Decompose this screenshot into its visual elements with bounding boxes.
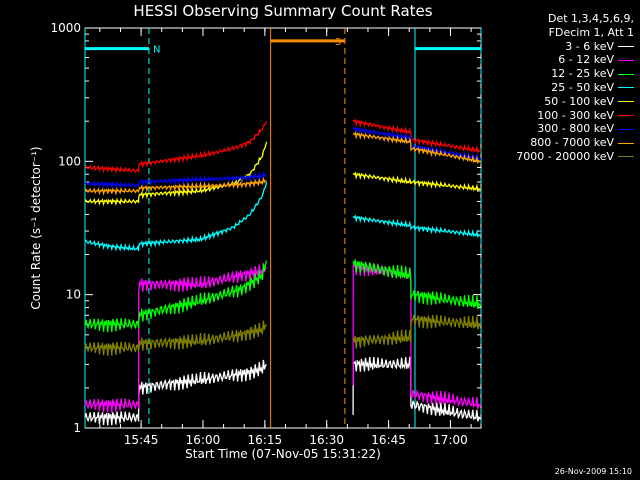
series-line-6to12kev-after-gap [352,262,482,409]
legend-label: 6 - 12 keV [558,53,614,67]
series-line-7000to20000kev-after-gap [352,314,482,349]
legend-swatch [618,115,634,117]
y-axis-label: Count Rate (s⁻¹ detector⁻¹) [29,146,43,309]
series-line-7000to20000kev [84,320,268,356]
y-tick-label: 10 [66,288,81,302]
x-tick-label: 16:45 [371,433,406,447]
legend-swatch [618,128,634,130]
x-tick-label: 15:45 [124,433,159,447]
series-line-50to100kev-after-gap [352,171,482,193]
legend-entry: 6 - 12 keV [516,53,634,67]
legend-entry: 7000 - 20000 keV [516,150,634,164]
series-line-12to25kev-after-gap [352,259,482,310]
legend-entry: 800 - 7000 keV [516,136,634,150]
series-line-100to300kev-after-gap [352,118,482,154]
series-line-800to7000kev [84,176,267,196]
series-line-6to12kev [84,262,267,413]
series-line-3to6kev [84,359,267,426]
legend-swatch [618,156,634,158]
legend-swatch [618,73,634,75]
legend-label: 100 - 300 keV [537,108,614,122]
y-tick-label: 1 [73,421,81,435]
series-line-800to7000kev-after-gap [352,131,482,165]
series-line-25to50kev [84,181,268,252]
legend-entry: 25 - 50 keV [516,81,634,95]
legend-label: 800 - 7000 keV [530,136,614,150]
legend-label: 7000 - 20000 keV [516,149,614,163]
legend-label: 300 - 800 keV [537,122,614,136]
legend-label: 12 - 25 keV [551,67,614,81]
legend-swatch [618,87,634,89]
legend-label: 3 - 6 keV [565,39,614,53]
series-line-25to50kev-after-gap [352,214,482,239]
y-tick-label: 100 [58,154,81,168]
y-tick-label: 1000 [50,21,81,35]
legend: Det 1,3,4,5,6,9, FDecim 1, Att 1 3 - 6 k… [516,12,634,164]
series-line-300to800kev [84,170,267,190]
series-line-300to800kev-after-gap [352,125,482,162]
x-axis-label: Start Time (07-Nov-05 15:31:22) [185,447,381,461]
legend-entry: 100 - 300 keV [516,109,634,123]
legend-entry: 50 - 100 keV [516,95,634,109]
legend-header-line-1: Det 1,3,4,5,6,9, [547,12,634,25]
x-tick-label: 16:15 [248,433,283,447]
legend-swatch [618,59,634,61]
legend-swatch [618,142,634,144]
series-line-50to100kev [84,141,268,207]
flag-label-n: N [153,45,160,56]
legend-swatch [618,101,634,103]
legend-label: 25 - 50 keV [551,80,614,94]
legend-entry: 12 - 25 keV [516,67,634,81]
series-line-12to25kev [84,260,268,333]
legend-entry: 300 - 800 keV [516,122,634,136]
x-tick-label: 16:00 [186,433,221,447]
series-line-100to300kev [84,120,268,175]
x-tick-label: 17:00 [433,433,468,447]
legend-header-line-2: FDecim 1, Att 1 [548,25,634,39]
legend-swatch [618,46,634,48]
legend-entry: 3 - 6 keV [516,40,634,54]
chart-title: HESSI Observing Summary Count Rates [133,2,433,20]
x-tick-label: 16:30 [309,433,344,447]
timestamp: 26-Nov-2009 15:10 [554,467,632,476]
series-line-3to6kev-after-gap [352,356,482,422]
legend-label: 50 - 100 keV [544,94,614,108]
flag-label-s: S [335,37,341,48]
